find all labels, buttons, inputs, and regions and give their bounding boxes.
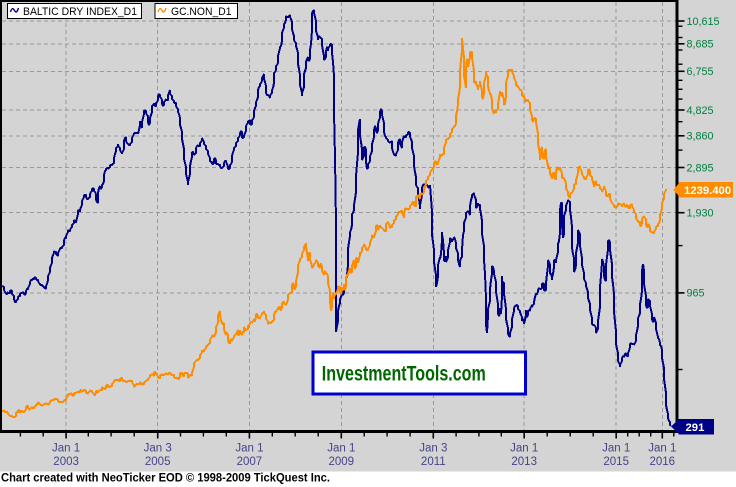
svg-text:2009: 2009 xyxy=(329,456,355,468)
svg-text:8,685: 8,685 xyxy=(687,39,714,51)
svg-text:2007: 2007 xyxy=(237,456,263,468)
svg-text:Jan 1: Jan 1 xyxy=(648,443,676,455)
svg-text:2013: 2013 xyxy=(511,456,537,468)
svg-text:Jan 3: Jan 3 xyxy=(419,443,447,455)
svg-text:2016: 2016 xyxy=(650,456,676,468)
svg-text:Jan 1: Jan 1 xyxy=(235,443,263,455)
svg-text:Jan 1: Jan 1 xyxy=(327,443,355,455)
svg-text:BALTIC DRY INDEX_D1: BALTIC DRY INDEX_D1 xyxy=(23,6,137,18)
svg-text:Jan 1: Jan 1 xyxy=(602,443,630,455)
svg-text:1239.400: 1239.400 xyxy=(684,185,731,197)
svg-text:291: 291 xyxy=(686,422,705,434)
svg-text:Jan 1: Jan 1 xyxy=(510,443,538,455)
svg-text:2005: 2005 xyxy=(145,456,171,468)
svg-text:Chart created with NeoTicker E: Chart created with NeoTicker EOD © 1998-… xyxy=(1,472,330,485)
svg-text:InvestmentTools.com: InvestmentTools.com xyxy=(322,363,486,386)
svg-text:965: 965 xyxy=(687,288,705,300)
svg-text:1,930: 1,930 xyxy=(687,208,714,220)
svg-text:Jan 1: Jan 1 xyxy=(52,443,80,455)
svg-text:3,860: 3,860 xyxy=(687,131,714,143)
svg-text:2003: 2003 xyxy=(53,456,79,468)
svg-text:4,825: 4,825 xyxy=(687,105,714,117)
svg-text:2011: 2011 xyxy=(421,456,446,468)
svg-text:2,895: 2,895 xyxy=(687,162,714,174)
svg-text:10,615: 10,615 xyxy=(687,16,720,28)
svg-text:2015: 2015 xyxy=(603,456,629,468)
svg-text:GC.NON_D1: GC.NON_D1 xyxy=(171,6,232,18)
svg-text:6,755: 6,755 xyxy=(687,66,714,78)
svg-text:Jan 3: Jan 3 xyxy=(144,443,172,455)
